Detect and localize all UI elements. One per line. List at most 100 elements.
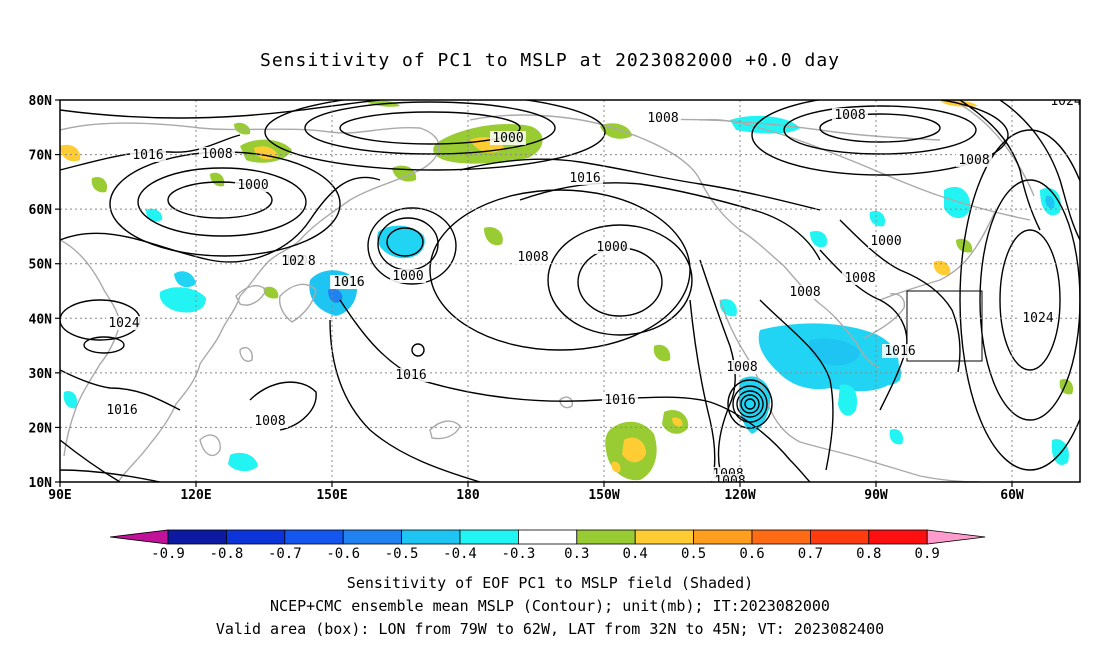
contour-label-bg [106,316,142,330]
contour-label: 1008 [958,153,989,168]
colorbar-label: -0.3 [502,546,536,562]
contour-label: 1000 [392,269,423,284]
contour-label: 1016 [569,171,600,186]
lat-label: 50N [29,258,53,273]
latitude-labels: 80N 70N 60N 50N 40N 30N 20N 10N [29,94,53,491]
lat-label: 80N [29,94,53,109]
contour-label-bg [567,171,603,185]
lon-label: 90W [864,488,888,503]
contour-label: 1008 [254,414,285,429]
contour-label: 1000 [492,131,523,146]
colorbar-label: 0.7 [798,546,823,562]
colorbar-labels: -0.9 -0.8 -0.7 -0.6 -0.5 -0.4 -0.3 0.3 0.4 0.5 0.6… [151,546,940,562]
contour-label-bg [724,360,760,374]
axis-ticks [55,99,1013,487]
colorbar-label: -0.5 [385,546,419,562]
contour-label-bg [390,269,426,283]
colorbar-label: -0.6 [326,546,360,562]
contour-label: 1024 [108,316,139,331]
colorbar-label: 0.4 [623,546,648,562]
colorbar-label: -0.8 [210,546,244,562]
colorbar-segment [401,529,461,545]
lon-label: 150E [316,488,347,503]
colorbar-label: 0.5 [681,546,706,562]
contour-label: 1008 [647,111,678,126]
lon-label: 90E [48,488,71,503]
contour-label-bg [594,240,630,254]
lat-label: 20N [29,421,53,436]
contour-label: 1024 [1022,311,1053,326]
contour-label: 1008 [834,108,865,123]
contour-label-bg [235,178,271,192]
colorbar-segment [225,529,286,545]
contour-label: 1016 [604,393,635,408]
figure-title: Sensitivity of PC1 to MSLP at 2023082000… [259,50,840,71]
caption-shaded: Sensitivity of EOF PC1 to MSLP field (Sh… [346,574,754,592]
colorbar-label: 0.6 [739,546,764,562]
colorbar-triangle-right [926,529,986,545]
contour-label: 1008 [517,250,548,265]
contour-label: 1000 [596,240,627,255]
contour-label: 1008 [714,474,745,489]
contour-labels: 1016 1008 1000 1000 1008 1016 1008 1000 1008 1000… [104,94,1081,489]
longitude-labels: 90E 120E 150E 180 150W 120W 90W 60W [48,488,1024,503]
contour-label: 1008 [844,271,875,286]
colorbar-label: -0.4 [443,546,477,562]
lon-label: 120W [724,488,755,503]
contour-label-bg [331,275,367,289]
contour-label: 102 [281,254,304,269]
colorbar-segment [810,529,870,545]
colorbar-label: 0.8 [856,546,881,562]
colorbar-segment [576,529,636,545]
caption-contour: NCEP+CMC ensemble mean MSLP (Contour); u… [270,597,830,615]
colorbar-segment [284,529,344,545]
colorbar-segment [868,529,928,545]
colorbar-label: 0.9 [915,546,940,562]
colorbar-segment [751,529,811,545]
lat-label: 40N [29,312,53,327]
contour-label-bg [712,474,748,482]
colorbar-segment [459,529,519,545]
contour-label-bg [104,403,140,417]
contour-label-bg [199,147,235,161]
colorbar-triangle-left [109,529,169,545]
contour-label: 1008 [201,147,232,162]
colorbar-label: -0.9 [151,546,185,562]
valid-area-box [906,290,983,362]
lat-label: 60N [29,203,53,218]
contour-label-bg [882,344,918,358]
map-frame [59,99,1081,483]
contour-label-bg [1048,100,1080,108]
contour-label-bg [252,414,288,428]
lon-label: 180 [456,488,480,503]
lat-label: 70N [29,149,53,164]
lat-label: 30N [29,367,53,382]
contour-label-bg [1020,311,1056,325]
caption-valid-area: Valid area (box): LON from 79W to 62W, L… [215,620,885,638]
colorbar-segment [634,529,695,545]
contour-label-bg [515,250,551,264]
colorbar-label: -0.7 [268,546,302,562]
contour-label-bg [787,285,823,299]
contour-label-bg [842,271,878,285]
colorbar-segment [518,529,578,545]
lon-label: 120E [180,488,211,503]
contour-label: 1008 [789,285,820,300]
contour-label-bg [956,153,992,167]
contour-label: 1000 [237,178,268,193]
contour-label: 1000 [870,234,901,249]
contour-label-bg [868,234,904,248]
contour-label: 1016 [884,344,915,359]
contour-label-bg [279,254,307,268]
contour-label: 1008 [726,360,757,375]
colorbar [109,529,986,545]
lon-label: 60W [1000,488,1024,503]
colorbar-segment [342,529,403,545]
colorbar-segment [693,529,753,545]
contour-label-bg [490,131,526,145]
contour-label: 1016 [106,403,137,418]
contour-label: 1024 [1050,94,1081,109]
contour-label: 1016 [395,368,426,383]
